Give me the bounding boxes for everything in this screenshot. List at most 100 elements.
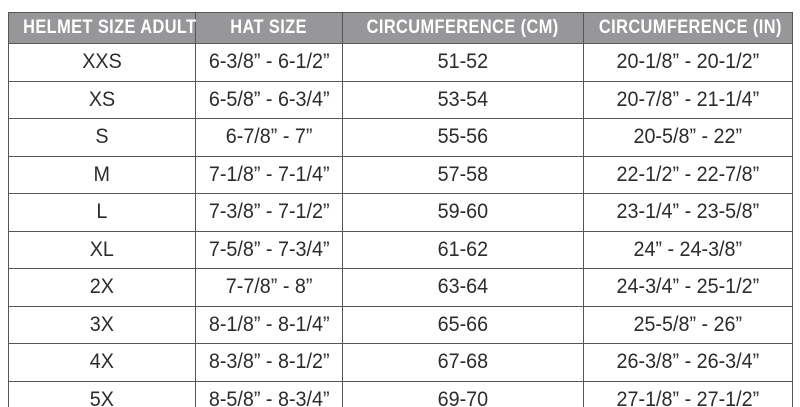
cell-value: 4X — [89, 350, 115, 374]
header-row: HELMET SIZE ADULT HAT SIZE CIRCUMFERENCE… — [8, 12, 793, 44]
cell-value: 24” - 24-3/8” — [633, 237, 743, 261]
cell-value: 22-1/2” - 22-7/8” — [616, 162, 760, 186]
cell-value: 8-1/8” - 8-1/4” — [208, 312, 330, 336]
header-circumference-in: CIRCUMFERENCE (IN) — [583, 12, 793, 44]
cell-value: S — [95, 125, 109, 149]
cell-circumference-in: 22-1/2” - 22-7/8” — [583, 155, 793, 194]
cell-circumference-cm: 59-60 — [342, 193, 584, 232]
cell-hat-size: 8-1/8” - 8-1/4” — [195, 305, 343, 344]
cell-value: 3X — [89, 312, 115, 336]
cell-helmet-size: M — [8, 155, 196, 194]
header-circumference-in-label: CIRCUMFERENCE (IN) — [598, 17, 782, 38]
header-hat-size: HAT SIZE — [195, 12, 343, 44]
cell-circumference-in: 23-1/4” - 23-5/8” — [583, 193, 793, 232]
cell-value: 8-5/8” - 8-3/4” — [208, 387, 330, 407]
cell-value: XS — [88, 87, 116, 111]
cell-circumference-in: 27-1/8” - 27-1/2” — [583, 380, 793, 407]
table-row: M 7-1/8” - 7-1/4” 57-58 22-1/2” - 22-7/8… — [8, 155, 793, 194]
cell-value: 63-64 — [437, 275, 489, 299]
cell-value: 2X — [89, 275, 115, 299]
cell-helmet-size: 3X — [8, 305, 196, 344]
cell-circumference-in: 20-5/8” - 22” — [583, 118, 793, 157]
cell-circumference-cm: 65-66 — [342, 305, 584, 344]
cell-value: 8-3/8” - 8-1/2” — [208, 350, 330, 374]
cell-helmet-size: XXS — [8, 43, 196, 82]
cell-helmet-size: 5X — [8, 380, 196, 407]
cell-value: 24-3/4” - 25-1/2” — [616, 275, 760, 299]
cell-circumference-cm: 61-62 — [342, 230, 584, 269]
cell-hat-size: 8-5/8” - 8-3/4” — [195, 380, 343, 407]
table-row: 2X 7-7/8” - 8” 63-64 24-3/4” - 25-1/2” — [8, 268, 793, 307]
cell-helmet-size: 2X — [8, 268, 196, 307]
cell-value: 6-5/8” - 6-3/4” — [208, 87, 330, 111]
cell-value: 7-5/8” - 7-3/4” — [208, 237, 330, 261]
cell-circumference-cm: 53-54 — [342, 80, 584, 119]
cell-value: 25-5/8” - 26” — [633, 312, 743, 336]
cell-value: 27-1/8” - 27-1/2” — [616, 387, 760, 407]
table-row: XXS 6-3/8” - 6-1/2” 51-52 20-1/8” - 20-1… — [8, 43, 793, 82]
header-helmet-size-label: HELMET SIZE ADULT — [23, 17, 197, 38]
cell-helmet-size: XL — [8, 230, 196, 269]
cell-hat-size: 6-7/8” - 7” — [195, 118, 343, 157]
cell-value: 7-3/8” - 7-1/2” — [208, 200, 330, 224]
cell-circumference-cm: 69-70 — [342, 380, 584, 407]
cell-circumference-in: 26-3/8” - 26-3/4” — [583, 343, 793, 382]
cell-circumference-in: 20-1/8” - 20-1/2” — [583, 43, 793, 82]
table-row: 3X 8-1/8” - 8-1/4” 65-66 25-5/8” - 26” — [8, 305, 793, 344]
header-circumference-cm-label: CIRCUMFERENCE (CM) — [366, 17, 559, 38]
cell-hat-size: 8-3/8” - 8-1/2” — [195, 343, 343, 382]
cell-helmet-size: 4X — [8, 343, 196, 382]
cell-value: 53-54 — [437, 87, 489, 111]
table-body: XXS 6-3/8” - 6-1/2” 51-52 20-1/8” - 20-1… — [8, 43, 793, 407]
cell-circumference-cm: 51-52 — [342, 43, 584, 82]
cell-value: 57-58 — [437, 162, 489, 186]
cell-hat-size: 7-1/8” - 7-1/4” — [195, 155, 343, 194]
cell-value: L — [96, 200, 108, 224]
cell-hat-size: 7-5/8” - 7-3/4” — [195, 230, 343, 269]
cell-value: 6-3/8” - 6-1/2” — [208, 50, 330, 74]
cell-value: 20-7/8” - 21-1/4” — [616, 87, 760, 111]
cell-value: 6-7/8” - 7” — [225, 125, 313, 149]
cell-value: 61-62 — [437, 237, 489, 261]
table-row: XL 7-5/8” - 7-3/4” 61-62 24” - 24-3/8” — [8, 230, 793, 269]
cell-value: 59-60 — [437, 200, 489, 224]
cell-hat-size: 7-3/8” - 7-1/2” — [195, 193, 343, 232]
cell-circumference-cm: 55-56 — [342, 118, 584, 157]
cell-value: XL — [89, 237, 115, 261]
cell-circumference-in: 20-7/8” - 21-1/4” — [583, 80, 793, 119]
cell-hat-size: 6-3/8” - 6-1/2” — [195, 43, 343, 82]
cell-helmet-size: L — [8, 193, 196, 232]
table-row: 5X 8-5/8” - 8-3/4” 69-70 27-1/8” - 27-1/… — [8, 380, 793, 407]
cell-value: 67-68 — [437, 350, 489, 374]
table-header: HELMET SIZE ADULT HAT SIZE CIRCUMFERENCE… — [8, 12, 793, 44]
cell-value: 55-56 — [437, 125, 489, 149]
cell-value: 23-1/4” - 23-5/8” — [616, 200, 760, 224]
cell-value: 20-5/8” - 22” — [633, 125, 743, 149]
cell-circumference-cm: 57-58 — [342, 155, 584, 194]
cell-value: 7-1/8” - 7-1/4” — [208, 162, 330, 186]
cell-circumference-in: 24-3/4” - 25-1/2” — [583, 268, 793, 307]
cell-value: 7-7/8” - 8” — [225, 275, 313, 299]
cell-value: XXS — [82, 50, 122, 74]
cell-value: 26-3/8” - 26-3/4” — [616, 350, 760, 374]
cell-circumference-in: 25-5/8” - 26” — [583, 305, 793, 344]
table-row: L 7-3/8” - 7-1/2” 59-60 23-1/4” - 23-5/8… — [8, 193, 793, 232]
cell-value: 65-66 — [437, 312, 489, 336]
cell-value: 69-70 — [437, 387, 489, 407]
cell-value: 20-1/8” - 20-1/2” — [616, 50, 760, 74]
cell-circumference-cm: 67-68 — [342, 343, 584, 382]
cell-value: 51-52 — [437, 50, 489, 74]
cell-helmet-size: XS — [8, 80, 196, 119]
header-hat-size-label: HAT SIZE — [230, 17, 308, 38]
header-helmet-size: HELMET SIZE ADULT — [8, 12, 197, 44]
cell-value: M — [93, 162, 111, 186]
cell-hat-size: 7-7/8” - 8” — [195, 268, 343, 307]
header-circumference-cm: CIRCUMFERENCE (CM) — [342, 12, 584, 44]
table-row: XS 6-5/8” - 6-3/4” 53-54 20-7/8” - 21-1/… — [8, 80, 793, 119]
cell-hat-size: 6-5/8” - 6-3/4” — [195, 80, 343, 119]
cell-circumference-in: 24” - 24-3/8” — [583, 230, 793, 269]
cell-circumference-cm: 63-64 — [342, 268, 584, 307]
cell-helmet-size: S — [8, 118, 196, 157]
cell-value: 5X — [89, 387, 115, 407]
